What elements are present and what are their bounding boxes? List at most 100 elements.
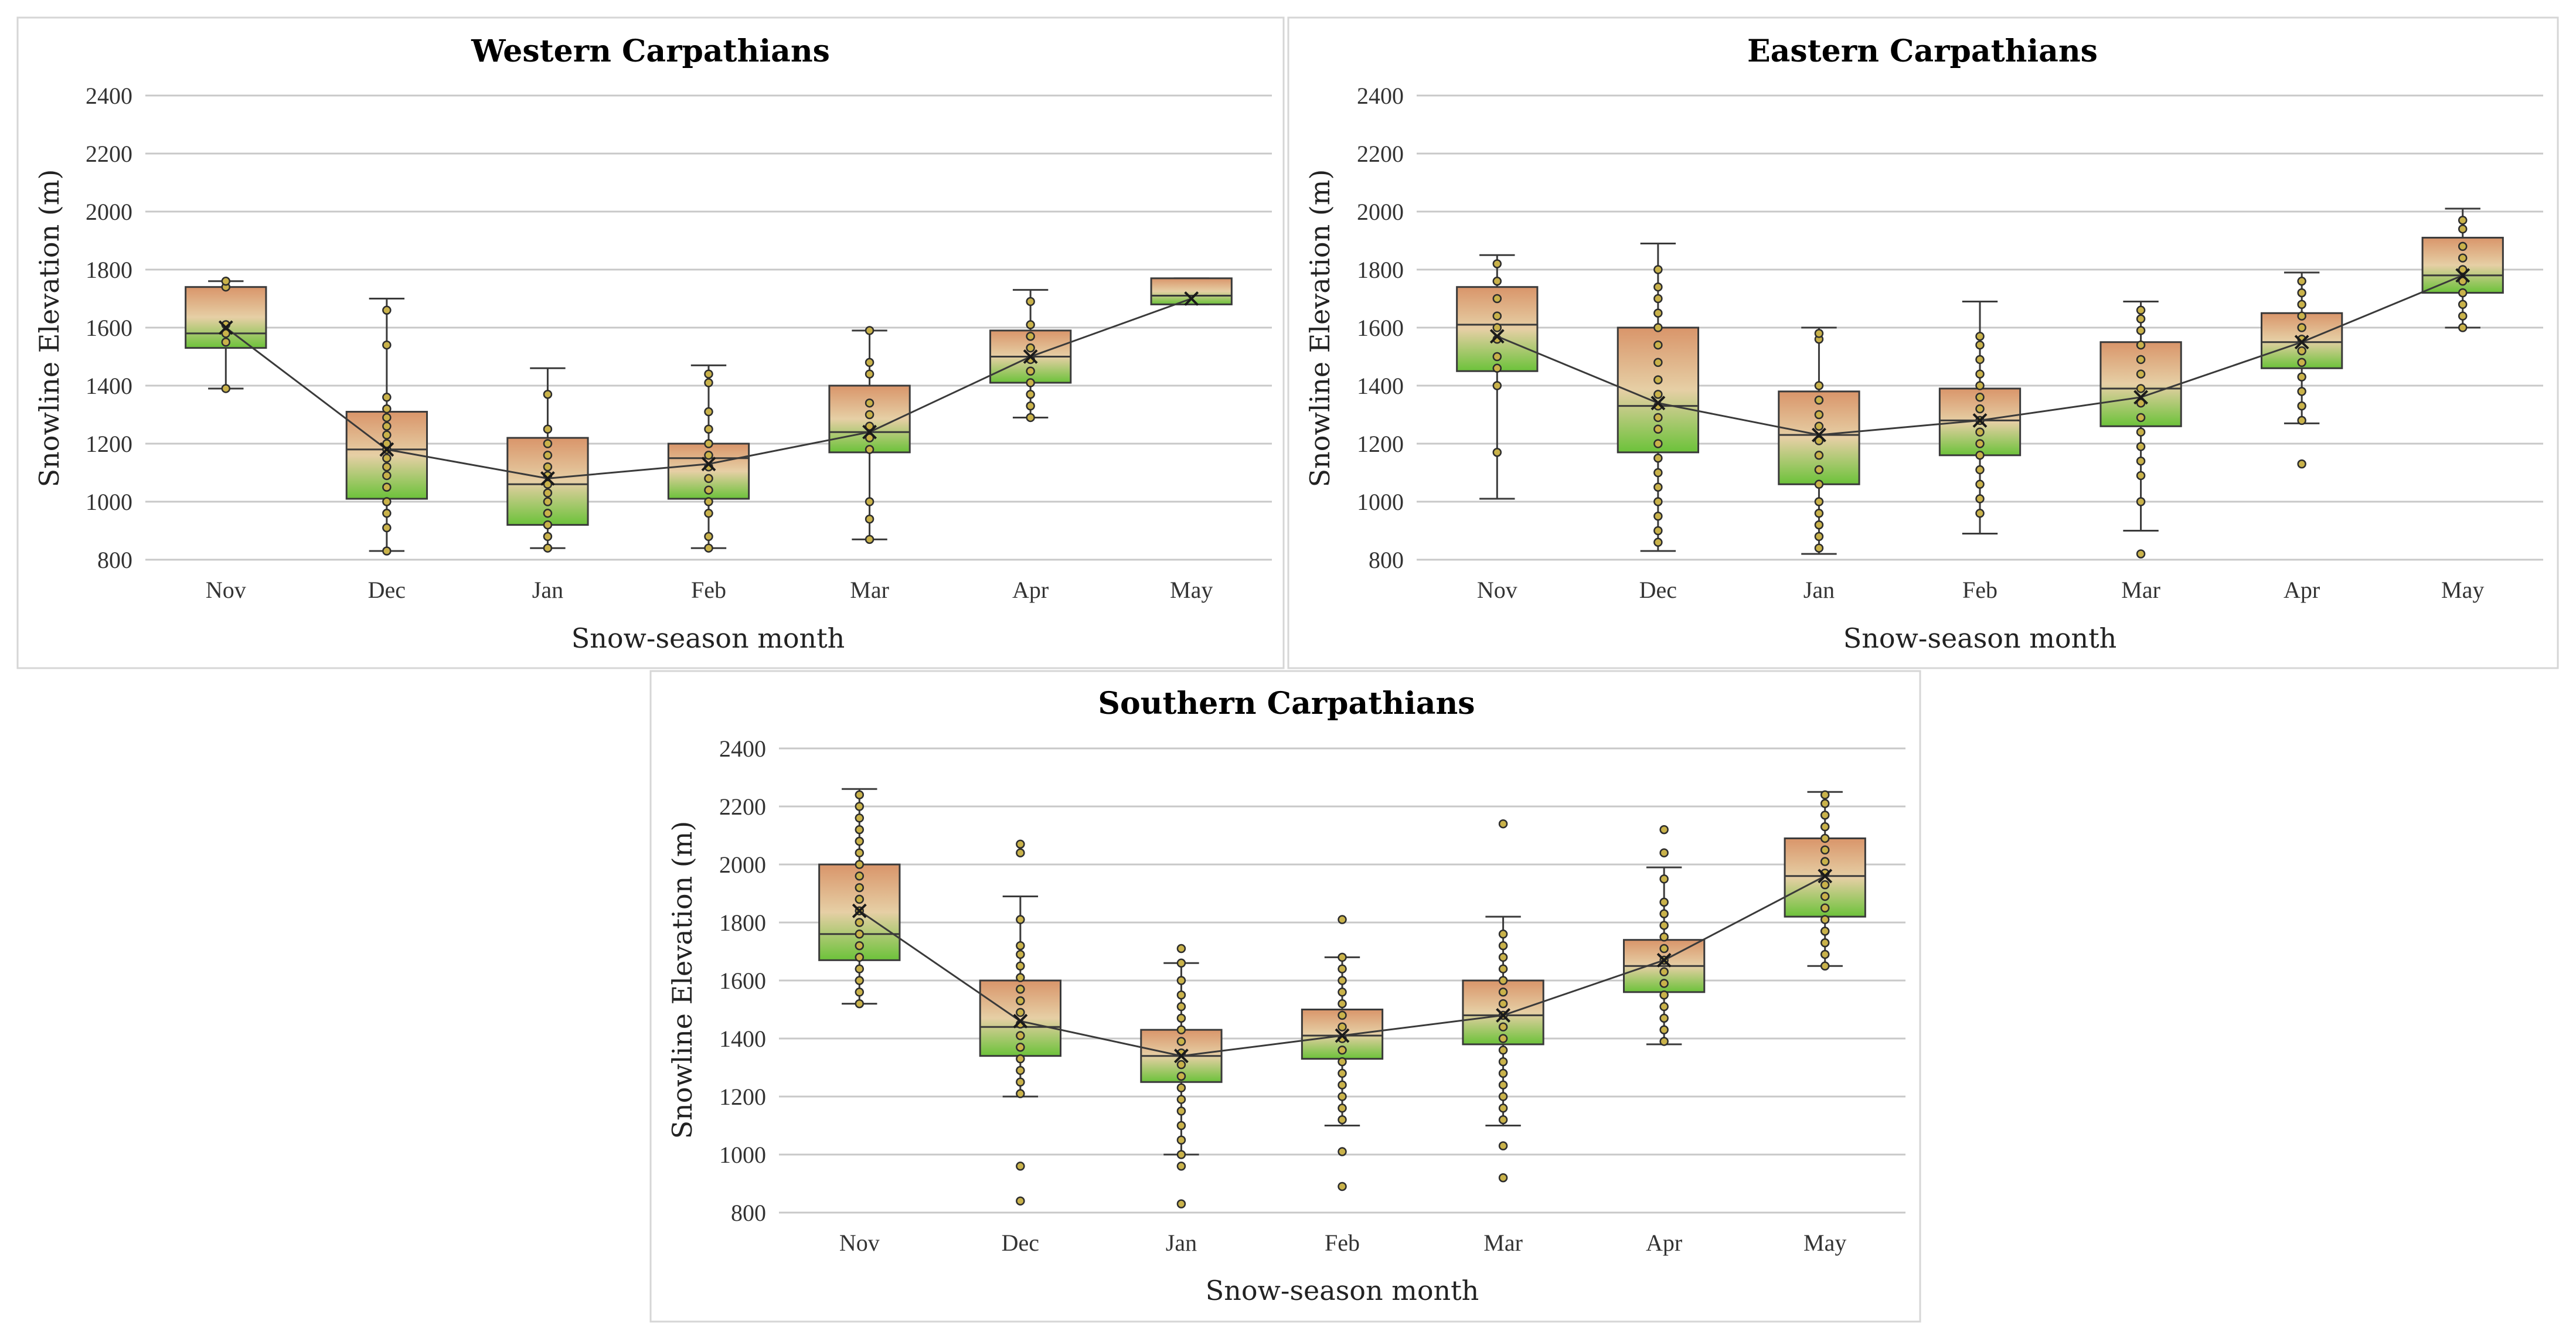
data-point <box>1659 967 1669 976</box>
data-point <box>1492 323 1502 332</box>
data-point <box>1653 424 1663 434</box>
data-point <box>543 462 553 472</box>
data-point <box>1026 401 1035 411</box>
data-point <box>1814 509 1824 518</box>
y-tick-label: 1000 <box>1357 489 1404 515</box>
data-point <box>855 952 865 962</box>
data-point <box>1026 332 1035 341</box>
data-point <box>1016 1007 1025 1017</box>
data-point <box>1653 526 1663 536</box>
x-tick-label: Dec <box>1002 1230 1039 1256</box>
data-point <box>2297 401 2306 411</box>
data-point <box>1026 413 1035 423</box>
box-dec <box>1617 242 1700 552</box>
data-point <box>1659 932 1669 942</box>
data-point <box>543 451 553 460</box>
mean-marker <box>862 424 877 440</box>
data-point <box>1338 952 1347 962</box>
y-tick-label: 2200 <box>719 794 766 820</box>
mean-marker <box>1656 952 1672 968</box>
data-point <box>2136 398 2146 408</box>
y-tick-label: 1200 <box>719 1084 766 1110</box>
data-point <box>1176 944 1186 954</box>
y-tick-label: 2200 <box>1357 141 1404 167</box>
x-tick-label: May <box>2441 577 2484 603</box>
data-point <box>2136 384 2146 393</box>
data-point <box>1975 427 1985 437</box>
panel-frame <box>649 670 1921 1323</box>
data-point <box>1820 790 1830 799</box>
data-point <box>221 338 231 347</box>
data-point <box>2136 340 2146 350</box>
data-point <box>1653 358 1663 367</box>
y-tick-label: 2400 <box>86 83 132 109</box>
data-point <box>855 848 865 857</box>
data-point <box>1814 381 1824 390</box>
data-point <box>1820 903 1830 913</box>
data-point <box>704 497 713 506</box>
data-point <box>1820 891 1830 901</box>
data-point <box>1338 1115 1347 1125</box>
data-point <box>865 514 874 524</box>
x-tick-label: Apr <box>2284 577 2320 603</box>
mean-marker-stroke <box>379 442 394 457</box>
mean-marker <box>1489 329 1505 344</box>
data-point <box>855 930 865 939</box>
data-point <box>543 390 553 399</box>
data-point <box>543 439 553 448</box>
data-point <box>2136 471 2146 481</box>
y-tick-label: 2000 <box>719 852 766 878</box>
data-point <box>1176 1013 1186 1023</box>
data-point <box>2458 277 2468 286</box>
data-point <box>1498 941 1508 951</box>
data-point <box>1653 454 1663 463</box>
data-point <box>2458 288 2468 298</box>
data-point <box>704 543 713 553</box>
x-axis-label: Snow-season month <box>571 622 845 654</box>
data-point <box>1026 343 1035 353</box>
data-point <box>1338 1010 1347 1020</box>
data-point <box>1176 976 1186 985</box>
data-point <box>1498 1057 1508 1067</box>
data-point <box>1016 1031 1025 1040</box>
data-point <box>1016 839 1025 849</box>
data-point <box>1176 990 1186 1000</box>
data-point <box>855 790 865 799</box>
data-point <box>2136 456 2146 466</box>
data-point <box>1653 439 1663 448</box>
plot-area: 800 1000 1200 1400 1600 1800 2000 2200 2400 Nov De… <box>1357 83 2543 603</box>
data-point <box>1338 1080 1347 1090</box>
data-point <box>1975 340 1985 350</box>
data-point <box>2297 288 2306 298</box>
data-point <box>1016 1089 1025 1098</box>
data-point <box>1659 848 1669 857</box>
mean-marker-stroke <box>701 457 716 472</box>
y-axis-label: Snowline Elevation (m) <box>666 821 698 1139</box>
data-point <box>1498 930 1508 939</box>
data-point <box>2458 299 2468 309</box>
data-point <box>1016 973 1025 982</box>
data-point <box>1498 1022 1508 1031</box>
mean-marker <box>218 320 233 335</box>
data-point <box>2297 346 2306 356</box>
data-point <box>1338 1046 1347 1055</box>
mean-marker-stroke <box>1496 1007 1510 1023</box>
data-point <box>1653 468 1663 478</box>
data-point <box>1653 375 1663 384</box>
data-point <box>704 424 713 434</box>
data-point <box>2458 224 2468 234</box>
data-point <box>1016 915 1025 924</box>
data-point <box>1016 1162 1025 1171</box>
data-point <box>1975 369 1985 379</box>
data-point <box>1820 915 1830 924</box>
data-point <box>1814 421 1824 431</box>
box-nov <box>1456 254 1539 500</box>
data-point <box>855 918 865 927</box>
data-point <box>1338 964 1347 973</box>
chart-panel-southern: Southern Carpathians Snow-season month S… <box>649 670 1921 1323</box>
data-point <box>704 474 713 484</box>
data-point <box>1659 990 1669 1000</box>
data-point <box>382 340 392 350</box>
data-point <box>1975 381 1985 390</box>
box-jan <box>1778 326 1860 555</box>
